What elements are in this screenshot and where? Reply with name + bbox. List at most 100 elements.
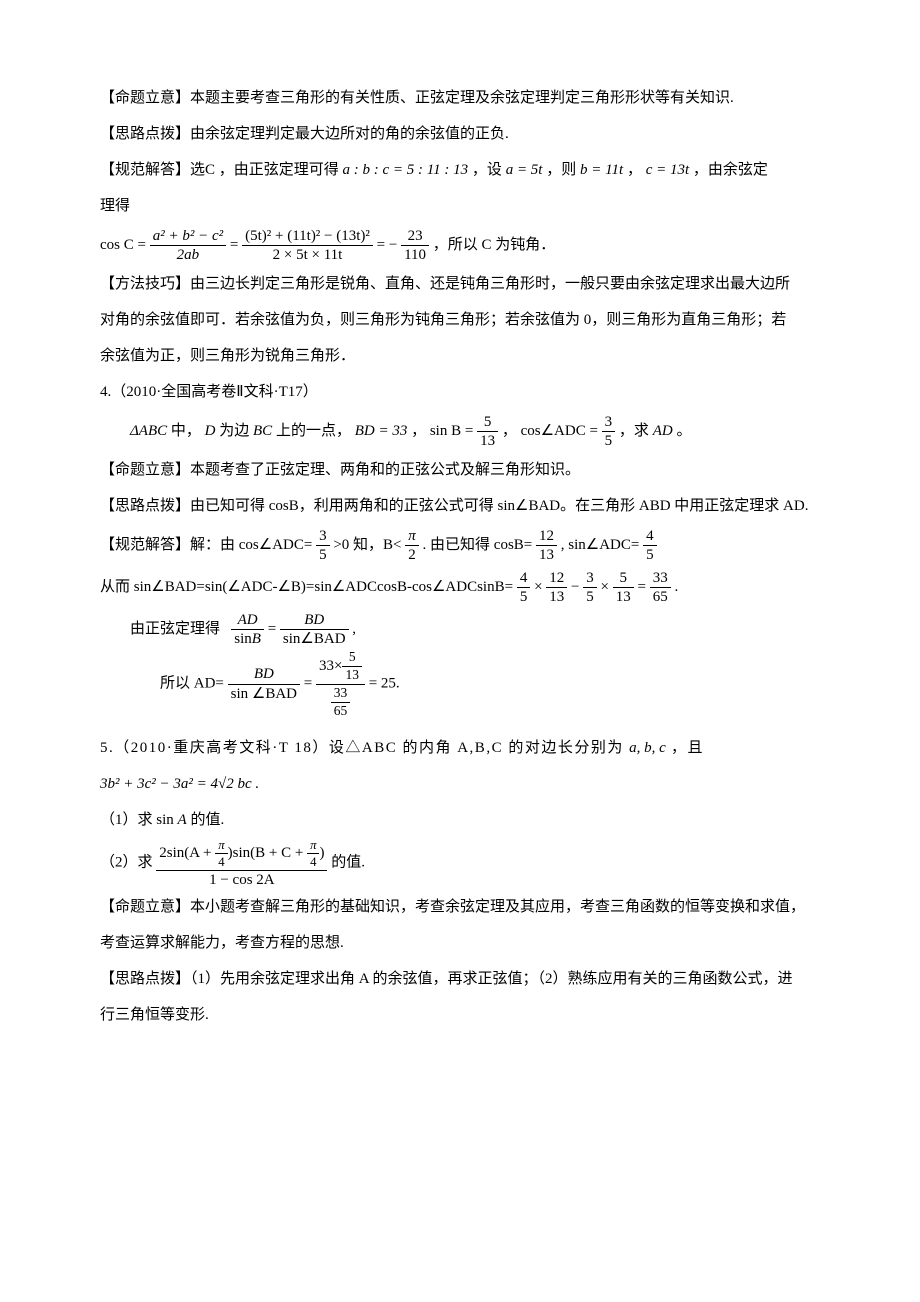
ratio-eq: a : b : c = 5 : 11 : 13 [343,162,469,178]
text: 2sin(A + [159,845,215,861]
comma: , [352,621,356,637]
text: 【规范解答】选C ，由正弦定理可得 [100,162,339,178]
abc: a, b, c [629,740,666,756]
c-eq: c = 13t [646,162,689,178]
frac-den: 65 [331,703,351,719]
frac-num: π [215,838,227,854]
q3-solution-line1: 【规范解答】选C ，由正弦定理可得 a : b : c = 5 : 11 : 1… [100,152,820,188]
equals: = [304,676,312,692]
text: 的值. [190,812,224,828]
frac-num: 23 [401,228,429,247]
q4-solution-step4: 所以 AD= BD sin ∠BAD = 33× 5 13 33 65 = 25… [100,650,820,718]
q5-equation: 3b² + 3c² − 3a² = 4√2 bc . [100,766,820,802]
frac-den: sin ∠BAD [228,685,300,703]
q5-hint-line1: 【思路点拨】（1）先用余弦定理求出角 A 的余弦值，再求正弦值；（2）熟练应用有… [100,961,820,997]
frac-num: 3 [316,528,330,547]
frac-num: 5 [477,414,498,433]
frac-num: 5 [613,570,634,589]
text: . 由已知得 cosB= [423,537,533,553]
q4-heading: 4.（2010·全国高考卷Ⅱ文科·T17） [100,374,820,410]
frac-den: 5 [602,432,616,450]
frac: 3 5 [583,570,597,606]
frac-num: BD [280,612,349,631]
text: ， [411,423,426,439]
q5-heading: 5.（2010·重庆高考文科·T 18）设△ABC 的内角 A,B,C 的对边长… [100,730,820,766]
complex-frac: 33× 5 13 33 65 [316,650,365,718]
text: ，且 [671,740,704,756]
frac-num: 12 [546,570,567,589]
result: = 25. [369,676,400,692]
frac-num: AD [231,612,264,631]
frac-den: 13 [536,546,557,564]
text: 为边 [219,423,249,439]
text: 的值. [331,855,365,871]
AD: AD [653,423,673,439]
frac-den: 5 [643,546,657,564]
text: , sin∠ADC= [561,537,640,553]
q3-tip-line2: 对角的余弦值即可．若余弦值为负，则三角形为钝角三角形；若余弦值为 0，则三角形为… [100,302,820,338]
text: 5.（2010·重庆高考文科·T 18）设△ABC 的内角 A,B,C 的对边长… [100,740,624,756]
cosADC: cos∠ADC = [521,423,598,439]
text: 【规范解答】解：由 cos∠ADC= [100,537,312,553]
cosC-frac3: 23 110 [401,228,429,264]
BC: BC [253,423,272,439]
frac-den: 65 [650,588,671,606]
q5-main-frac: 2sin(A + π4)sin(B + C + π4) 1 − cos 2A [156,838,327,889]
inner-frac: π4 [307,838,319,869]
text: （1）求 [100,812,153,828]
q4-solution-step2: 从而 sin∠BAD=sin(∠ADC-∠B)=sin∠ADCcosB-cos∠… [100,566,820,608]
frac-den: 2 × 5t × 11t [242,246,373,264]
text: ，求 [619,423,649,439]
text: )sin(B + C + [228,845,307,861]
frac-den: 5 [517,588,531,606]
frac-num: π [405,528,419,547]
text: （2）求 [100,855,153,871]
frac-num: (5t)² + (11t)² − (13t)² [242,228,373,247]
frac: 4 5 [517,570,531,606]
frac: 5 13 [613,570,634,606]
q4-solution-step1: 【规范解答】解：由 cos∠ADC= 3 5 >0 知，B< π 2 . 由已知… [100,524,820,566]
frac-den: 4 [307,854,319,869]
q3-tip-line1: 【方法技巧】由三边长判定三角形是锐角、直角、还是钝角三角形时，一般只要由余弦定理… [100,266,820,302]
q5-part2: （2）求 2sin(A + π4)sin(B + C + π4) 1 − cos… [100,838,820,889]
frac-den: sinB [231,630,264,648]
cosC-frac2: (5t)² + (11t)² − (13t)² 2 × 5t × 11t [242,228,373,264]
b-eq: b = 11t [580,162,623,178]
inner-frac: 33 65 [331,686,351,719]
a-eq: a = 5t [506,162,543,178]
inner-frac: 5 13 [342,650,362,683]
cosC-equation: cos C = a² + b² − c² 2ab = (5t)² + (11t)… [100,224,820,266]
q3-intent: 【命题立意】本题主要考查三角形的有关性质、正弦定理及余弦定理判定三角形形状等有关… [100,80,820,116]
text: 。 [676,423,691,439]
q5-intent-line1: 【命题立意】本小题考查解三角形的基础知识，考查余弦定理及其应用，考查三角函数的恒… [100,889,820,925]
text: ，由余弦定 [693,162,768,178]
q4-problem: ΔABC 中， D 为边 BC 上的一点， BD = 33 ， sin B = … [100,410,820,452]
cosC-frac1: a² + b² − c² 2ab [150,228,226,264]
q5-part1: （1）求 sin A 的值. [100,802,820,838]
frac-den: 13 [342,667,362,683]
text: 中， [171,423,201,439]
times: × [601,579,609,595]
equals: = [637,579,645,595]
inner-frac: π4 [215,838,227,869]
text: 由正弦定理得 [130,621,220,637]
sinB: sin B = [430,423,473,439]
frac-num: 3 [583,570,597,589]
frac-BD-sinBAD: BD sin ∠BAD [228,666,300,702]
frac-num: π [307,838,319,854]
text: ) [319,845,324,861]
text: ， [502,423,517,439]
frac-num: a² + b² − c² [150,228,226,247]
frac-12-13: 12 13 [536,528,557,564]
frac-den: 5 [316,546,330,564]
text: 从而 sin∠BAD=sin(∠ADC-∠B)=sin∠ADCcosB-cos∠… [100,579,513,595]
equals-neg: = − [377,237,398,253]
equals: = [268,621,276,637]
frac-num: BD [228,666,300,685]
q3-hint: 【思路点拨】由余弦定理判定最大边所对的角的余弦值的正负. [100,116,820,152]
frac-den: 2ab [150,246,226,264]
frac-den: 13 [546,588,567,606]
minus: − [571,579,579,595]
frac-4-5: 4 5 [643,528,657,564]
text: >0 知，B< [333,537,401,553]
